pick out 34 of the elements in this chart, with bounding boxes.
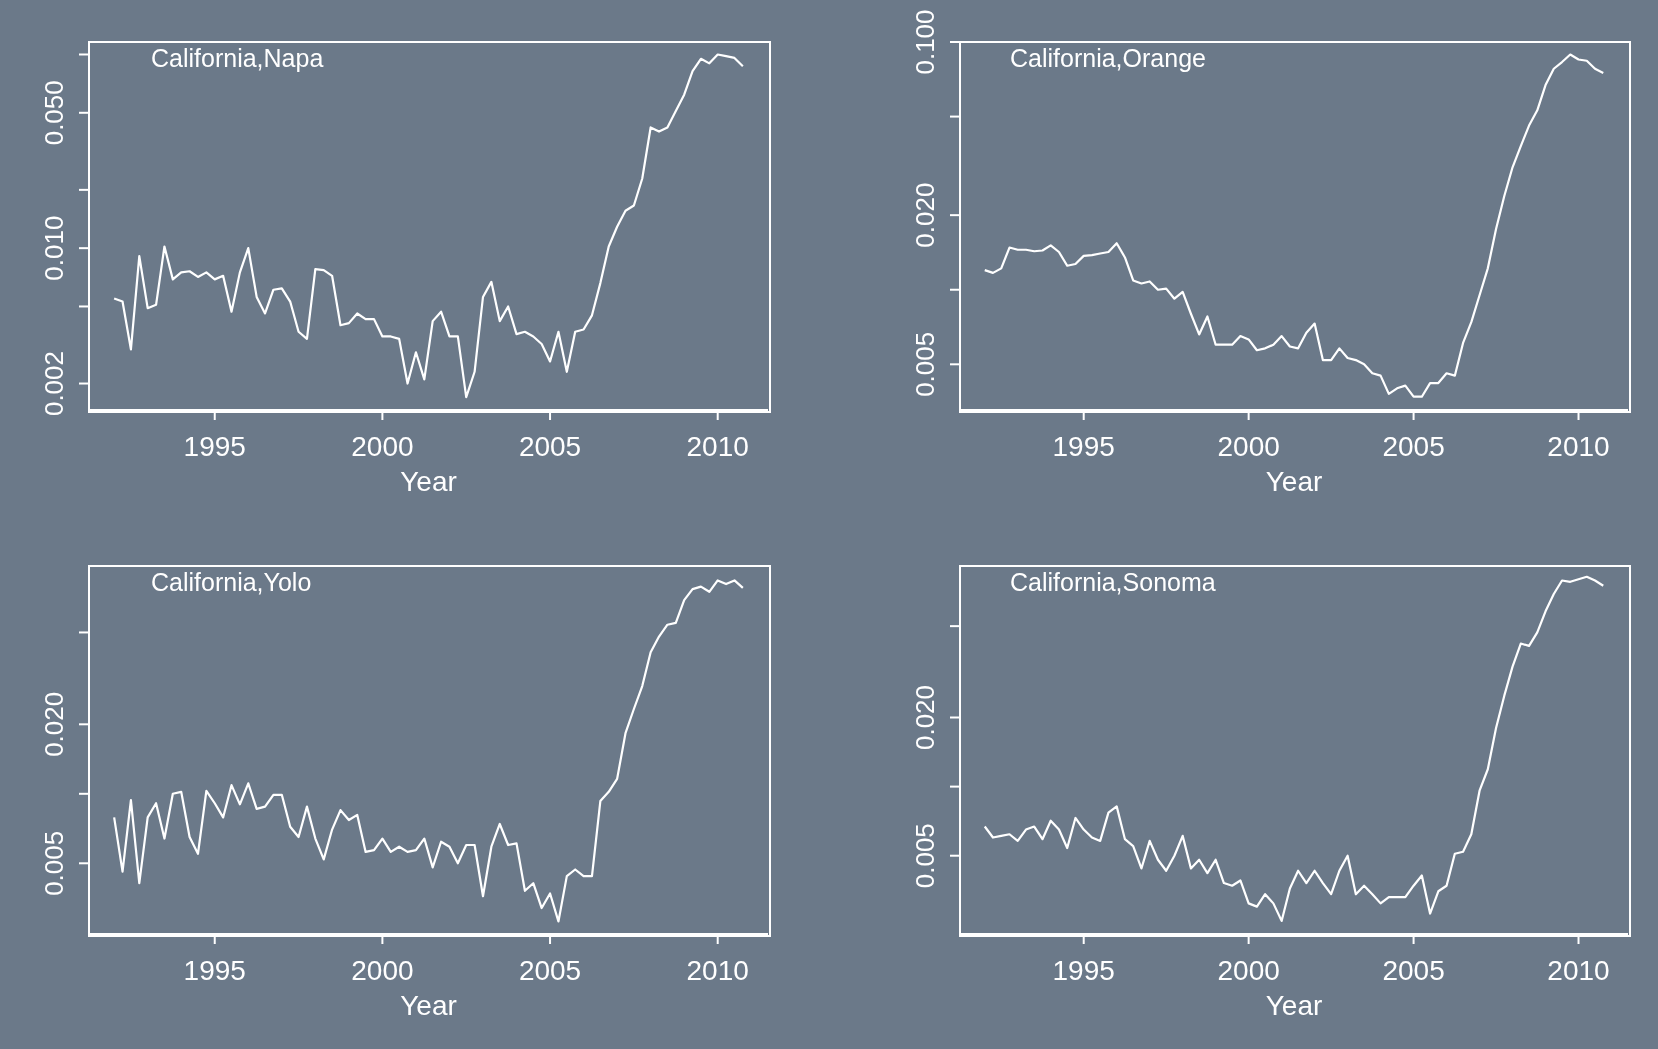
y-tick-label: 0.020 [39, 691, 69, 757]
x-tick-label: 2000 [1217, 955, 1280, 986]
x-tick-label: 2010 [1547, 431, 1610, 462]
x-tick-label: 2010 [1547, 955, 1610, 986]
x-tick-label: 1995 [1052, 955, 1115, 986]
x-tick-label: 2000 [1217, 431, 1280, 462]
y-tick-label: 0.005 [39, 830, 69, 896]
y-tick-label: 0.005 [910, 331, 940, 397]
x-axis-title: Year [399, 990, 458, 1022]
x-tick-label: 2000 [351, 955, 414, 986]
x-axis-title: Year [1264, 990, 1324, 1022]
x-tick-label: 2005 [1382, 431, 1445, 462]
chart-title: California,Napa [151, 44, 324, 73]
x-tick-label: 2000 [351, 431, 414, 462]
y-tick-label: 0.010 [39, 215, 69, 281]
x-tick-label: 2010 [686, 955, 749, 986]
chart-title: California,Orange [1010, 44, 1206, 73]
x-axis-title: Year [399, 466, 458, 498]
x-axis-title: Year [1264, 466, 1324, 498]
y-tick-label: 0.100 [910, 9, 940, 75]
x-tick-label: 1995 [183, 955, 246, 986]
x-tick-label: 1995 [183, 431, 246, 462]
y-tick-label: 0.005 [910, 823, 940, 889]
x-tick-label: 2005 [1382, 955, 1445, 986]
y-tick-label: 0.020 [910, 684, 940, 751]
y-tick-label: 0.002 [39, 350, 69, 417]
y-tick-label: 0.020 [910, 182, 940, 248]
chart-title: California,Sonoma [1010, 568, 1216, 597]
x-tick-label: 2005 [518, 955, 582, 986]
x-tick-label: 2005 [518, 431, 582, 462]
y-tick-label: 0.050 [39, 80, 69, 146]
x-tick-label: 2010 [686, 431, 749, 462]
x-tick-label: 1995 [1052, 431, 1115, 462]
chart-title: California,Yolo [151, 568, 312, 597]
